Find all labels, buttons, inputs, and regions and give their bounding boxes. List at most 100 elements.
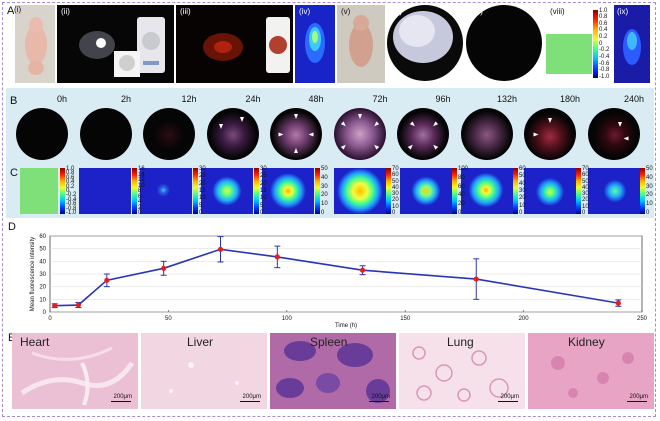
- colorbar-c-tick: 40: [646, 174, 653, 181]
- colorbar-c-tick: 20: [392, 197, 399, 204]
- colorbar-c-tick: 40: [582, 184, 589, 191]
- data-point: [52, 303, 58, 309]
- colorbar-c-tick: 40: [392, 184, 399, 191]
- timepoint-96h: 96h: [435, 94, 451, 104]
- label-a-vi: (vi): [391, 7, 403, 16]
- colorbar-c-tick: 20: [321, 192, 328, 199]
- scale-bar: [369, 401, 389, 402]
- colorbar-c-tick: 10: [519, 202, 526, 209]
- data-point: [615, 300, 621, 306]
- heatmap-c-9: [588, 168, 640, 214]
- colorbar-c-tick: 50: [582, 178, 589, 185]
- organ-label-kidney: Kidney: [568, 335, 605, 349]
- colorbar-c-tick: 0: [646, 210, 650, 216]
- y-tick-label: 10: [39, 297, 46, 303]
- colorbar-a: [593, 10, 598, 78]
- colorbar-c-0: [60, 168, 65, 214]
- label-a-iv: (iv): [299, 7, 311, 16]
- dish-132h: [461, 108, 513, 160]
- label-a-ix: (ix): [617, 7, 629, 16]
- timepoint-2h: 2h: [120, 94, 131, 104]
- colorbar-c-tick: 0: [321, 210, 325, 216]
- colorbar-c-tick: 20: [260, 180, 267, 187]
- colorbar-c-tick: 60: [519, 166, 526, 172]
- colorbar-c-tick: 10: [260, 195, 267, 202]
- colorbar-c-tick: 60: [582, 172, 589, 179]
- colorbar-c-tick: 10: [199, 195, 206, 202]
- colorbar-c-tick: 25: [199, 173, 206, 180]
- histology-kidney: Kidney 200μm: [528, 333, 654, 409]
- panel-label-e: E: [8, 333, 15, 344]
- label-a-v: (v): [341, 7, 351, 16]
- heatmap-c-8: [524, 168, 576, 214]
- colorbar-c-7: [513, 168, 518, 214]
- colorbar-c-6: [452, 168, 457, 214]
- panel-label-b: B: [10, 95, 18, 107]
- colorbar-c-tick: 50: [321, 166, 328, 172]
- organ-label-lung: Lung: [447, 335, 474, 349]
- dish-2h: [80, 108, 132, 160]
- colorbar-c-tick: -0.6: [66, 201, 77, 208]
- dish-0h: [16, 108, 68, 160]
- organ-label-heart: Heart: [20, 335, 50, 349]
- x-tick-label: 250: [637, 316, 648, 322]
- label-a-vii: (vii): [470, 7, 483, 16]
- colorbar-c-tick: 40: [458, 192, 465, 199]
- dish-240h: [588, 108, 640, 160]
- label-a-ii: (ii): [61, 7, 70, 16]
- colorbar-c-4: [315, 168, 320, 214]
- colorbar-c-tick: 60: [392, 172, 399, 179]
- colorbar-c-tick: 80: [458, 174, 465, 181]
- colorbar-c-tick: 12: [138, 177, 145, 183]
- colorbar-c-tick: 20: [519, 195, 526, 202]
- photo-fluorescence-mouse-2: [614, 5, 650, 83]
- panel-label-a: A: [7, 5, 15, 17]
- timepoint-24h: 24h: [245, 94, 261, 104]
- photo-imaging-red: [176, 5, 293, 83]
- colorbar-c-tick: 0: [260, 210, 264, 216]
- x-tick-label: 0: [48, 316, 52, 322]
- colorbar-c-tick: 40: [519, 180, 526, 187]
- colorbar-c-tick: 50: [392, 178, 399, 185]
- x-tick-label: 150: [400, 316, 411, 322]
- y-tick-label: 20: [39, 285, 46, 291]
- data-point: [217, 246, 224, 252]
- colorbar-c-tick: 50: [646, 166, 653, 172]
- heatmap-c-2: [140, 168, 192, 214]
- colorbar-c-tick: 0.2: [66, 183, 75, 190]
- colorbar-c-3: [254, 168, 259, 214]
- colorbar-c-tick: 50: [519, 173, 526, 180]
- colorbar-c-tick: 20: [582, 197, 589, 204]
- dish-12h: [143, 108, 195, 160]
- scale-label: 200μm: [629, 394, 648, 400]
- panel-label-c: C: [10, 167, 18, 179]
- colorbar-c-tick: 0: [199, 210, 203, 216]
- data-point: [75, 302, 82, 308]
- colorbar-c-tick: 30: [646, 183, 653, 190]
- y-tick-label: 0: [43, 310, 47, 316]
- panel-label-d: D: [8, 221, 16, 233]
- data-point: [161, 265, 167, 271]
- scale-label: 200μm: [113, 394, 132, 400]
- colorbar-c-tick: 16: [138, 166, 145, 172]
- timepoint-12h: 12h: [181, 94, 197, 104]
- organ-label-liver: Liver: [187, 335, 214, 349]
- colorbar-c-tick: 25: [260, 173, 267, 180]
- colorbar-c-tick: 30: [321, 183, 328, 190]
- scale-bar: [111, 401, 131, 402]
- colorbar-c-tick: 10: [646, 201, 653, 208]
- dish-180h: [524, 108, 576, 160]
- photo-fluorescence-mouse: [295, 5, 335, 83]
- scale-bar: [240, 401, 260, 402]
- timepoint-72h: 72h: [372, 94, 388, 104]
- data-point: [359, 267, 366, 273]
- colorbar-c-tick: 0: [66, 188, 70, 194]
- scale-label: 200μm: [242, 394, 261, 400]
- scale-label: 200μm: [500, 394, 519, 400]
- data-point: [104, 277, 110, 283]
- dish-72h: [334, 108, 386, 160]
- colorbar-c-tick: 10: [321, 201, 328, 208]
- photo-mouse-back: [337, 5, 385, 83]
- colorbar-c-tick: 15: [260, 188, 267, 194]
- dish-24h: [207, 108, 259, 160]
